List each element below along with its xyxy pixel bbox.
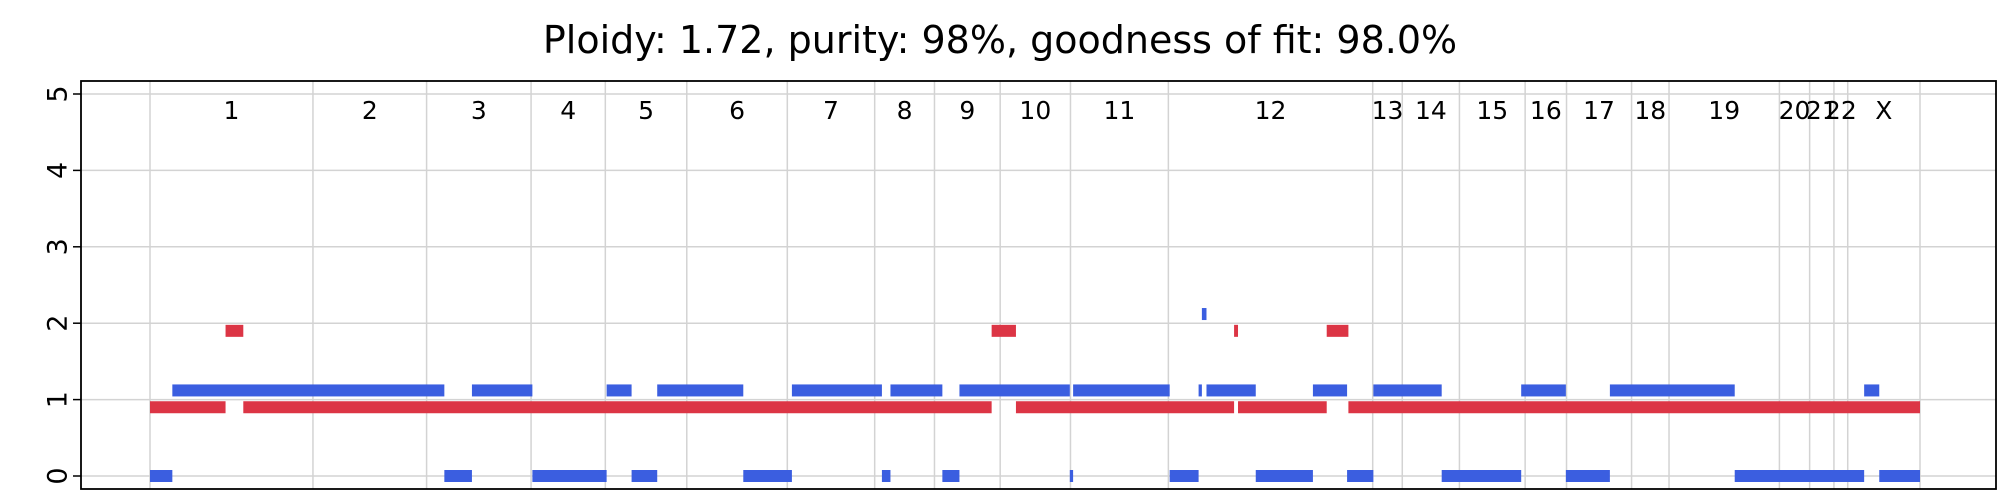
minor-copy-segment <box>243 401 992 414</box>
major-copy-segment <box>444 470 472 482</box>
major-copy-segment <box>172 384 445 397</box>
y-tick-label: 5 <box>43 85 74 102</box>
major-copy-segment <box>1312 384 1348 397</box>
grid-layer <box>81 81 1996 489</box>
minor-copy-segment <box>150 401 226 414</box>
y-tick-label: 1 <box>43 391 74 408</box>
y-tick-label: 4 <box>43 162 74 179</box>
plot-frame <box>80 80 1997 490</box>
major-copy-segment <box>1069 470 1074 482</box>
major-copy-segment <box>881 470 891 482</box>
major-copy-segment <box>631 470 658 482</box>
major-copy-segment <box>959 384 1070 397</box>
major-copy-segment <box>1347 470 1374 482</box>
chromosome-label: 11 <box>1104 96 1136 125</box>
chromosome-label: 5 <box>638 96 654 125</box>
minor-copy-segment <box>1348 401 1920 414</box>
major-copy-segment <box>1073 384 1170 397</box>
y-tick-layer: 0 1 2 3 4 5 <box>43 85 81 485</box>
chromosome-label: 3 <box>471 96 487 125</box>
minor-copy-segment <box>1326 324 1349 337</box>
chromosome-label: 8 <box>897 96 913 125</box>
chromosome-label: 20 <box>1779 96 1811 125</box>
chromosome-label: 17 <box>1583 96 1615 125</box>
major-copy-segment <box>890 384 943 397</box>
major-copy-segment <box>1373 384 1442 397</box>
major-copy-segment <box>1734 470 1865 482</box>
major-copy-segment <box>1864 384 1880 397</box>
y-tick-label: 3 <box>43 238 74 255</box>
chromosome-label: 10 <box>1019 96 1051 125</box>
major-copy-segment <box>1255 470 1313 482</box>
major-copy-segment <box>942 470 960 482</box>
chromosome-label: 14 <box>1415 96 1447 125</box>
major-copy-segment <box>1206 384 1256 397</box>
chromosome-label: 15 <box>1476 96 1508 125</box>
major-copy-segment <box>606 384 632 397</box>
minor-copy-segment <box>991 324 1016 337</box>
major-copy-segment <box>1565 470 1610 482</box>
major-copy-segment <box>471 384 533 397</box>
chromosome-label: X <box>1875 96 1892 125</box>
chromosome-label: 2 <box>362 96 378 125</box>
major-copy-segment <box>1521 384 1566 397</box>
chromosome-label: 22 <box>1825 96 1857 125</box>
chromosome-label: 21 <box>1806 96 1838 125</box>
chromosome-label: 13 <box>1372 96 1404 125</box>
major-copy-segment <box>1201 308 1207 321</box>
major-copy-segment <box>743 470 792 482</box>
chromosome-label: 4 <box>560 96 576 125</box>
chromosome-label: 1 <box>224 96 240 125</box>
major-copy-segment <box>1609 384 1735 397</box>
major-copy-segment <box>1169 470 1199 482</box>
major-copy-segment <box>657 384 744 397</box>
chromosome-label: 16 <box>1530 96 1562 125</box>
chromosome-label: 7 <box>823 96 839 125</box>
chromosome-label: 18 <box>1634 96 1666 125</box>
segment-layer <box>150 308 1920 482</box>
chromosome-label: 12 <box>1255 96 1287 125</box>
minor-copy-segment <box>1234 324 1239 337</box>
major-copy-segment <box>1879 470 1920 482</box>
minor-copy-segment <box>1238 401 1327 414</box>
chromosome-label: 6 <box>729 96 745 125</box>
chromosome-label: 9 <box>959 96 975 125</box>
major-copy-segment <box>532 470 607 482</box>
major-copy-segment <box>1441 470 1522 482</box>
major-copy-segment <box>791 384 882 397</box>
minor-copy-segment <box>225 324 244 337</box>
y-tick-label: 2 <box>43 315 74 332</box>
chromosome-label: 19 <box>1708 96 1740 125</box>
major-copy-segment <box>1198 384 1202 397</box>
major-copy-segment <box>150 470 173 482</box>
chart-title: Ploidy: 1.72, purity: 98%, goodness of f… <box>543 18 1457 62</box>
minor-copy-segment <box>1015 401 1235 414</box>
y-tick-label: 0 <box>43 467 74 484</box>
